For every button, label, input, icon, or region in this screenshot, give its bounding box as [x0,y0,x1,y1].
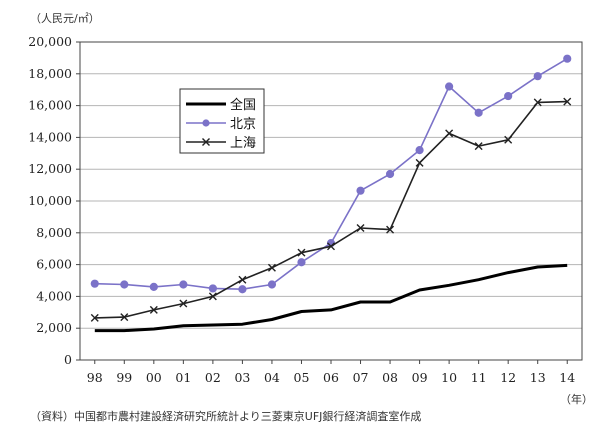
x-tick-label: 13 [530,370,546,385]
data-point-circle [120,280,129,289]
data-point-x-stroke [445,129,454,138]
x-tick-label: 11 [471,370,487,385]
y-axis-ticks: 0 2,000 4,000 6,000 8,000 10,000 12,000 14,000 1… [28,34,80,367]
series-lines [90,54,572,333]
x-tick-label: 05 [294,370,310,385]
y-tick-label: 20,000 [28,34,72,49]
legend-label-2: 上海 [230,136,256,151]
legend-marker-x [202,138,210,146]
data-point-x [415,158,424,167]
x-unit-label: （年） [560,392,593,406]
legend-label-1: 北京 [230,117,256,132]
data-point-circle [415,146,424,155]
x-tick-label: 10 [441,370,457,385]
series-line-1 [94,58,568,291]
data-point-circle [179,280,188,289]
legend-label-0: 全国 [230,97,256,113]
data-point-x [386,225,395,234]
data-point-circle [297,258,306,267]
plot-frame [79,41,583,361]
data-point-x-stroke [533,98,542,107]
x-tick-label: 14 [559,370,575,385]
data-point-x [179,299,188,308]
data-point-x [238,275,247,284]
x-tick-label: 09 [412,370,428,385]
data-point-circle [90,279,99,288]
data-point-x-stroke [267,263,276,272]
x-tick-label: 98 [87,370,103,385]
data-point-x-stroke [386,225,395,234]
x-tick-label: 00 [146,370,162,385]
data-point-circle [533,72,542,81]
x-tick-label: 12 [500,370,516,385]
y-tick-label: 0 [64,352,72,367]
x-tick-label: 06 [323,370,339,385]
y-tick-label: 2,000 [36,320,72,335]
y-tick-label: 12,000 [28,161,72,176]
data-point-x-stroke [297,248,306,257]
x-tick-label: 03 [234,370,250,385]
y-tick-label: 4,000 [36,288,72,303]
data-point-circle [238,285,247,294]
source-note: （資料）中国都市農村建設経済研究所統計より三菱東京UFJ銀行経済調査室作成 [30,409,421,423]
legend-marker-circle [202,119,210,127]
y-tick-label: 18,000 [28,66,72,81]
data-point-circle [474,108,483,117]
data-point-x-stroke [504,135,513,144]
y-tick-label: 14,000 [28,129,72,144]
data-point-x-stroke [415,158,424,167]
data-point-x-stroke [356,224,365,233]
data-point-x [563,97,572,106]
x-tick-label: 08 [382,370,398,385]
data-point-x-stroke [327,242,335,251]
data-point-x-stroke [208,292,217,301]
data-point-x [208,292,217,301]
data-point-x [120,313,129,322]
y-tick-label: 16,000 [28,98,72,113]
y-unit-label: （人民元/㎡） [30,12,100,25]
data-point-x-stroke [149,305,158,314]
x-tick-label: 04 [264,370,280,385]
y-tick-label: 6,000 [36,257,72,272]
data-point-circle [149,282,158,291]
data-point-x [474,142,483,151]
data-point-x [445,129,454,138]
data-point-circle [356,186,365,195]
series-line-0 [94,263,568,333]
y-tick-label: 10,000 [28,193,72,208]
data-point-x [504,135,513,144]
data-point-circle [208,284,217,293]
x-tick-label: 02 [205,370,221,385]
data-point-x-stroke [179,299,188,308]
data-point-x-stroke [563,97,572,106]
data-point-x-stroke [90,313,99,322]
data-point-circle [563,54,572,63]
data-point-circle [445,82,454,91]
data-point-x [327,242,335,251]
data-point-x [149,305,158,314]
data-point-x-stroke [474,142,483,151]
data-point-x [90,313,99,322]
data-point-x [267,263,276,272]
data-point-x [356,224,365,233]
data-point-circle [504,91,513,101]
x-tick-label: 99 [116,370,132,385]
data-point-circle [385,169,395,179]
x-tick-label: 07 [353,370,369,385]
data-point-x [533,98,542,107]
gridlines [80,73,582,329]
data-point-x-stroke [238,275,247,284]
x-tick-label: 01 [175,370,191,385]
data-point-x [297,248,306,257]
x-axis-ticks: 98 99 00 01 02 03 04 05 06 07 08 09 10 11 12 13 14 [87,360,575,385]
data-point-x-stroke [120,313,129,322]
y-tick-label: 8,000 [36,225,72,240]
data-point-circle [267,280,277,289]
